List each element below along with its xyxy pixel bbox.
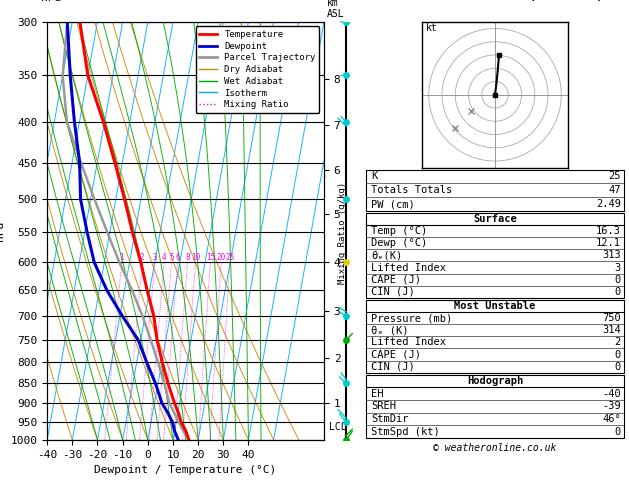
Text: SREH: SREH — [371, 401, 396, 411]
Text: 0: 0 — [615, 349, 621, 360]
Text: 3: 3 — [615, 262, 621, 273]
Text: CAPE (J): CAPE (J) — [371, 275, 421, 285]
Legend: Temperature, Dewpoint, Parcel Trajectory, Dry Adiabat, Wet Adiabat, Isotherm, Mi: Temperature, Dewpoint, Parcel Trajectory… — [196, 26, 320, 113]
Text: StmSpd (kt): StmSpd (kt) — [371, 427, 440, 436]
Text: Lifted Index: Lifted Index — [371, 262, 446, 273]
Text: 12.1: 12.1 — [596, 238, 621, 248]
Text: Pressure (mb): Pressure (mb) — [371, 313, 452, 323]
Text: 314: 314 — [602, 325, 621, 335]
Text: CAPE (J): CAPE (J) — [371, 349, 421, 360]
Text: 15: 15 — [206, 254, 215, 262]
Y-axis label: hPa: hPa — [0, 221, 5, 241]
Text: 2.49: 2.49 — [596, 199, 621, 209]
X-axis label: Dewpoint / Temperature (°C): Dewpoint / Temperature (°C) — [94, 465, 277, 475]
Text: 0: 0 — [615, 287, 621, 297]
Text: Totals Totals: Totals Totals — [371, 185, 452, 195]
Text: Most Unstable: Most Unstable — [454, 301, 536, 311]
Text: -40: -40 — [602, 389, 621, 399]
Text: Lifted Index: Lifted Index — [371, 337, 446, 347]
Text: Mixing Ratio (g/kg): Mixing Ratio (g/kg) — [338, 182, 347, 284]
Text: 25: 25 — [225, 254, 235, 262]
Text: Surface: Surface — [473, 214, 517, 224]
Text: kt: kt — [426, 23, 438, 33]
Text: 25: 25 — [608, 172, 621, 181]
Text: Dewp (°C): Dewp (°C) — [371, 238, 427, 248]
Text: 2: 2 — [615, 337, 621, 347]
Text: 1: 1 — [120, 254, 124, 262]
Text: CIN (J): CIN (J) — [371, 362, 415, 372]
Text: Temp (°C): Temp (°C) — [371, 226, 427, 236]
Text: -39: -39 — [602, 401, 621, 411]
Text: θₑ(K): θₑ(K) — [371, 250, 403, 260]
Text: 46°: 46° — [602, 414, 621, 424]
Text: 16.3: 16.3 — [596, 226, 621, 236]
Text: hPa: hPa — [41, 0, 61, 3]
Text: 0: 0 — [615, 427, 621, 436]
Text: 6: 6 — [175, 254, 180, 262]
Text: CIN (J): CIN (J) — [371, 287, 415, 297]
Text: 20: 20 — [216, 254, 226, 262]
Text: km
ASL: km ASL — [327, 0, 345, 19]
Text: 3: 3 — [152, 254, 157, 262]
Text: StmDir: StmDir — [371, 414, 409, 424]
Text: © weatheronline.co.uk: © weatheronline.co.uk — [433, 443, 557, 453]
Text: 29.04.2024  00GMT  (Base: 18): 29.04.2024 00GMT (Base: 18) — [386, 0, 604, 3]
Text: Hodograph: Hodograph — [467, 376, 523, 386]
Text: 4: 4 — [162, 254, 167, 262]
Text: 10: 10 — [191, 254, 200, 262]
Text: 40°58'N  28°49'E  55m ASL: 40°58'N 28°49'E 55m ASL — [92, 0, 279, 3]
Text: 5: 5 — [169, 254, 174, 262]
Text: 0: 0 — [615, 275, 621, 285]
Text: EH: EH — [371, 389, 384, 399]
Text: θₑ (K): θₑ (K) — [371, 325, 409, 335]
Text: 8: 8 — [186, 254, 190, 262]
Text: PW (cm): PW (cm) — [371, 199, 415, 209]
Text: 313: 313 — [602, 250, 621, 260]
Text: 47: 47 — [608, 185, 621, 195]
Text: 0: 0 — [615, 362, 621, 372]
Text: LCL: LCL — [330, 422, 347, 433]
Text: 2: 2 — [140, 254, 145, 262]
Text: 750: 750 — [602, 313, 621, 323]
Text: K: K — [371, 172, 377, 181]
